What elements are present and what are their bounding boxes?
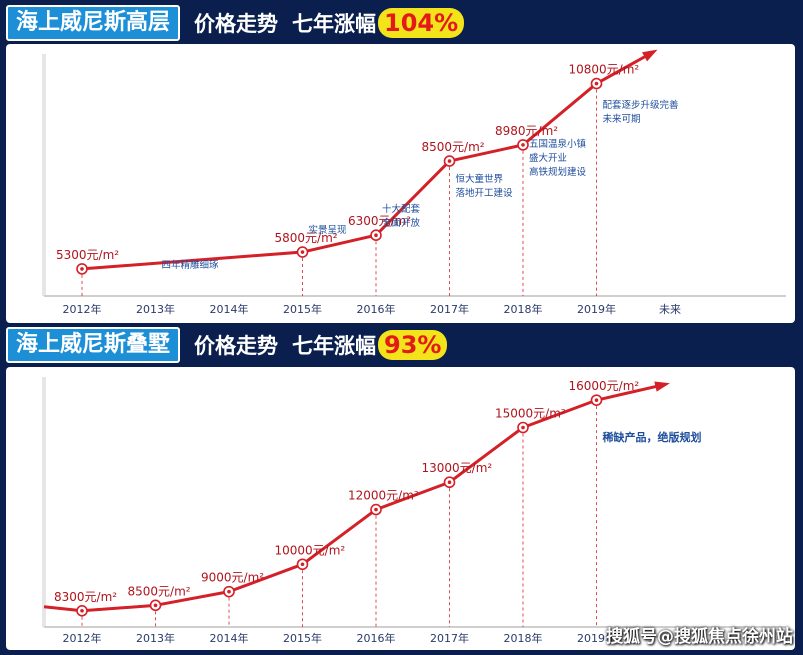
arrow-head bbox=[654, 381, 670, 392]
bottom-price-chart: 2012年 2013年 2014年 2015年 2016年 2017年 2018年 2019年… bbox=[42, 377, 786, 645]
data-point-center bbox=[374, 507, 378, 512]
data-label: 8500元/m² bbox=[128, 584, 191, 598]
data-label: 8300元/m² bbox=[54, 590, 117, 604]
x-tick-label: 2015年 bbox=[283, 631, 322, 645]
data-point-center bbox=[447, 159, 452, 163]
annotation-text: 全面开放 bbox=[382, 217, 421, 229]
data-point-center bbox=[300, 562, 305, 567]
data-point-center bbox=[153, 603, 158, 608]
x-tick-label: 2019年 bbox=[577, 631, 616, 645]
data-point-center bbox=[227, 589, 231, 594]
data-label: 15000元/m² bbox=[495, 407, 566, 421]
annotation-text: 恒大童世界 bbox=[456, 173, 504, 185]
data-point-center bbox=[374, 233, 378, 237]
data-label: 10800元/m² bbox=[569, 63, 640, 77]
bottom-project-name: 海上威尼斯叠墅 bbox=[6, 327, 181, 363]
x-tick-label: 2015年 bbox=[283, 302, 322, 316]
x-tick-label: 2013年 bbox=[136, 631, 175, 645]
top-rise-label: 七年涨幅 bbox=[292, 12, 377, 36]
data-label: 9000元/m² bbox=[201, 571, 264, 585]
data-label: 8500元/m² bbox=[422, 140, 485, 154]
x-tick-label: 2017年 bbox=[430, 631, 469, 645]
bottom-rise-badge: 93% bbox=[378, 330, 448, 360]
annotation-text: 落地开工建设 bbox=[456, 187, 514, 199]
top-header: 海上威尼斯高层 价格走势 七年涨幅 104% bbox=[0, 4, 803, 42]
top-chart-panel: 2012年 2013年 2014年 2015年 2016年 2017年 2018年 2019年… bbox=[6, 44, 795, 323]
top-price-chart: 2012年 2013年 2014年 2015年 2016年 2017年 2018年 2019年… bbox=[42, 49, 786, 316]
annotation-text: 实景呈现 bbox=[309, 224, 348, 236]
data-point-center bbox=[521, 425, 525, 430]
top-project-name: 海上威尼斯高层 bbox=[6, 5, 181, 41]
annotation-text: 盛大开业 bbox=[529, 152, 567, 164]
data-label: 13000元/m² bbox=[422, 461, 493, 475]
x-tick-label: 2012年 bbox=[63, 302, 102, 316]
x-tick-label: 未来 bbox=[659, 303, 681, 316]
data-label: 12000元/m² bbox=[348, 489, 419, 503]
data-point-center bbox=[521, 143, 525, 147]
annotation-text: 五国温泉小镇 bbox=[529, 138, 587, 150]
data-label: 10000元/m² bbox=[275, 543, 346, 557]
bottom-chart-panel: 2012年 2013年 2014年 2015年 2016年 2017年 2018年 2019年… bbox=[6, 367, 795, 650]
data-point-center bbox=[300, 250, 305, 254]
x-tick-label: 2013年 bbox=[136, 302, 175, 316]
x-tick-label: 2012年 bbox=[63, 631, 102, 645]
series-line bbox=[43, 382, 667, 613]
data-point-center bbox=[80, 608, 84, 613]
top-chart-title: 价格走势 bbox=[194, 12, 279, 36]
x-tick-label: 2016年 bbox=[357, 302, 396, 316]
annotation-text: 高铁规划建设 bbox=[529, 166, 587, 178]
data-point-center bbox=[447, 480, 452, 485]
x-tick-label: 2019年 bbox=[577, 302, 616, 316]
x-tick-label: 2014年 bbox=[210, 631, 249, 645]
bottom-rise-label: 七年涨幅 bbox=[292, 334, 377, 358]
data-label: 5300元/m² bbox=[56, 248, 119, 262]
data-label: 16000元/m² bbox=[569, 379, 640, 393]
series-line bbox=[81, 50, 655, 271]
x-tick-label: 2016年 bbox=[357, 631, 396, 645]
annotation-text: 未来可期 bbox=[603, 113, 641, 125]
data-point-center bbox=[80, 267, 84, 271]
bottom-chart-title: 价格走势 bbox=[194, 334, 279, 358]
x-tick-label: 2018年 bbox=[504, 302, 543, 316]
annotation-text: 稀缺产品，绝版规划 bbox=[603, 430, 702, 444]
arrow-head bbox=[642, 49, 658, 62]
annotation-text: 四年精雕细琢 bbox=[162, 259, 220, 271]
top-rise-badge: 104% bbox=[378, 8, 465, 38]
x-tick-label: 2018年 bbox=[504, 631, 543, 645]
data-label: 8980元/m² bbox=[495, 124, 558, 138]
x-tick-label: 2017年 bbox=[430, 302, 469, 316]
annotation-text: 十大配套 bbox=[382, 203, 421, 215]
annotation-text: 配套逐步升级完善 bbox=[603, 99, 680, 111]
watermark: 搜狐号@搜狐焦点徐州站 bbox=[606, 627, 793, 647]
data-point-center bbox=[594, 398, 599, 402]
bottom-header: 海上威尼斯叠墅 价格走势 七年涨幅 93% bbox=[0, 326, 803, 364]
x-tick-label: 2014年 bbox=[210, 302, 249, 316]
data-label: 6300元/m² bbox=[348, 214, 411, 228]
data-label: 5800元/m² bbox=[275, 231, 338, 245]
data-point-center bbox=[594, 81, 599, 86]
